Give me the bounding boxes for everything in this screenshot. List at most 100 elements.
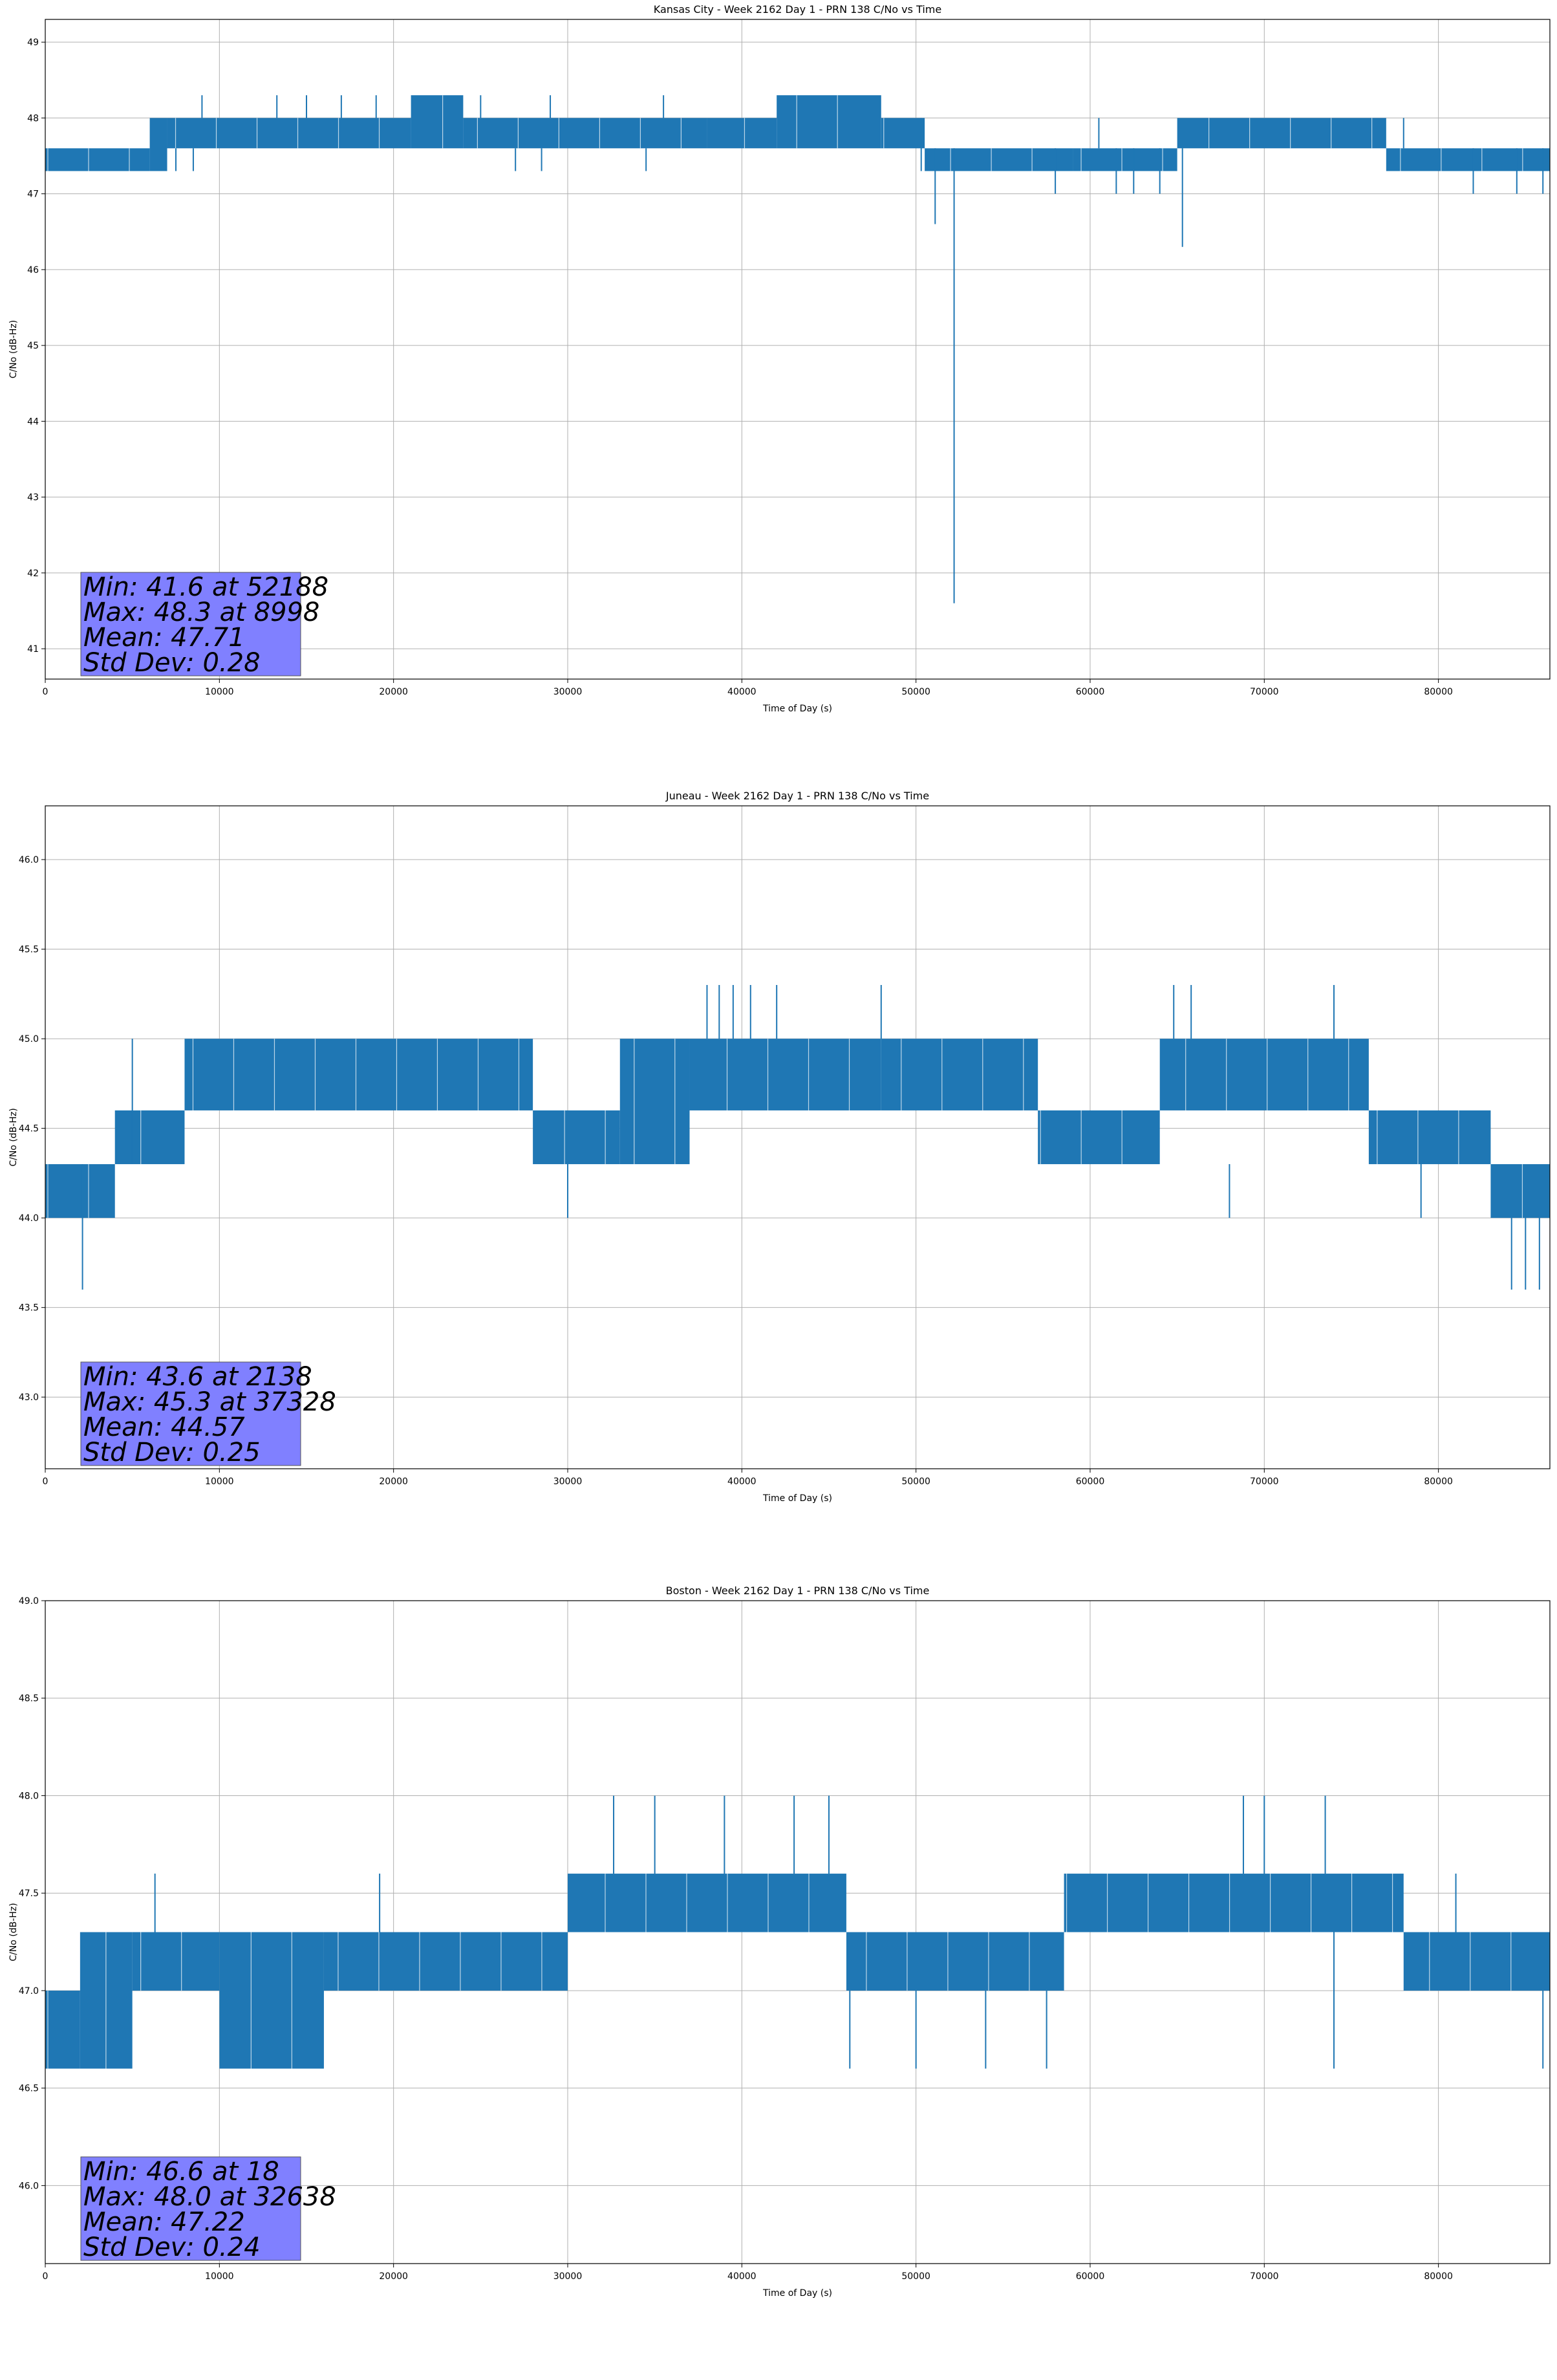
stats-text: Std Dev: 0.24	[83, 2233, 261, 2262]
chart-kansas-city: Kansas City - Week 2162 Day 1 - PRN 138 …	[8, 3, 1551, 714]
stats-text: Max: 45.3 at 37328	[83, 1387, 336, 1417]
y-tick-label: 43	[27, 493, 39, 503]
x-tick-label: 50000	[901, 687, 930, 697]
y-tick-label: 47.5	[19, 1888, 39, 1899]
x-tick-label: 10000	[205, 2271, 234, 2282]
chart-boston: Boston - Week 2162 Day 1 - PRN 138 C/No …	[8, 1585, 1551, 2299]
y-tick-label: 46.0	[19, 2181, 39, 2191]
y-tick-label: 48.5	[19, 1694, 39, 1704]
series-line	[45, 985, 1550, 1290]
stats-text: Mean: 47.22	[83, 2207, 245, 2237]
y-tick-label: 44.0	[19, 1213, 39, 1224]
x-tick-label: 70000	[1250, 1477, 1279, 1487]
plot-frame	[45, 1600, 1551, 2264]
y-axis-label: C/No (dB-Hz)	[8, 1903, 19, 1961]
data-band	[1038, 1110, 1160, 1165]
stats-text: Mean: 44.57	[83, 1412, 245, 1442]
chart-title: Juneau - Week 2162 Day 1 - PRN 138 C/No …	[665, 790, 929, 802]
x-axis-label: Time of Day (s)	[762, 1493, 832, 1504]
y-tick-label: 46	[27, 265, 39, 276]
data-band	[114, 1110, 185, 1165]
stats-box-background	[80, 2156, 301, 2261]
data-band	[1073, 148, 1177, 171]
y-tick-label: 46.0	[19, 855, 39, 865]
data-band	[846, 1932, 1064, 1991]
data-band	[184, 1039, 533, 1110]
stats-text: Max: 48.0 at 32638	[83, 2182, 336, 2212]
x-tick-label: 60000	[1076, 1477, 1105, 1487]
x-tick-label: 60000	[1076, 687, 1105, 697]
data-band	[1064, 1874, 1404, 1932]
data-band	[925, 148, 1073, 171]
x-tick-label: 0	[43, 2271, 48, 2282]
y-tick-label: 49.0	[19, 1596, 39, 1606]
series-line	[45, 95, 1550, 603]
y-axis-label: C/No (dB-Hz)	[8, 320, 19, 378]
data-band	[219, 1932, 324, 2069]
x-tick-label: 80000	[1424, 1477, 1453, 1487]
y-tick-label: 43.0	[19, 1392, 39, 1403]
data-band	[323, 1932, 568, 1991]
stats-text: Std Dev: 0.25	[83, 1438, 261, 1467]
data-band	[1403, 1932, 1550, 1991]
x-tick-label: 50000	[901, 1477, 930, 1487]
x-tick-label: 80000	[1424, 687, 1453, 697]
data-band	[149, 118, 167, 171]
data-band	[1177, 118, 1386, 149]
data-band	[132, 1932, 220, 1991]
y-tick-label: 44	[27, 416, 39, 427]
y-tick-label: 49	[27, 38, 39, 48]
stats-box-background	[80, 1361, 301, 1466]
stats-text: Mean: 47.71	[83, 623, 245, 653]
stats-text: Max: 48.3 at 8998	[83, 598, 319, 627]
data-band	[881, 1039, 1038, 1110]
y-tick-label: 48.0	[19, 1791, 39, 1801]
x-tick-label: 10000	[205, 687, 234, 697]
charts-container: Kansas City - Week 2162 Day 1 - PRN 138 …	[8, 3, 1551, 2299]
data-band	[567, 1874, 846, 1932]
data-band	[1386, 148, 1550, 171]
x-tick-label: 80000	[1424, 2271, 1453, 2282]
x-tick-label: 40000	[727, 1477, 757, 1487]
x-tick-label: 30000	[553, 687, 583, 697]
data-band	[463, 118, 707, 149]
x-tick-label: 0	[43, 1477, 48, 1487]
y-tick-label: 42	[27, 568, 39, 579]
stats-box-background	[80, 572, 301, 676]
stats-text: Min: 41.6 at 52188	[83, 572, 328, 602]
y-tick-label: 43.5	[19, 1303, 39, 1314]
stats-text: Std Dev: 0.28	[83, 648, 261, 678]
data-band	[533, 1110, 620, 1165]
x-tick-label: 20000	[379, 2271, 408, 2282]
data-band	[1490, 1164, 1550, 1218]
x-tick-label: 60000	[1076, 2271, 1105, 2282]
data-band	[881, 118, 925, 149]
y-tick-label: 45	[27, 341, 39, 351]
data-band	[411, 95, 464, 149]
series-line	[45, 1795, 1550, 2069]
x-tick-label: 70000	[1250, 2271, 1279, 2282]
y-axis-label: C/No (dB-Hz)	[8, 1108, 19, 1166]
data-band	[619, 1039, 690, 1165]
x-axis-label: Time of Day (s)	[762, 704, 832, 714]
y-tick-label: 45.5	[19, 945, 39, 955]
x-tick-label: 40000	[727, 687, 757, 697]
x-tick-label: 50000	[901, 2271, 930, 2282]
stats-text: Min: 43.6 at 2138	[83, 1362, 312, 1392]
y-tick-label: 48	[27, 113, 39, 124]
chart-juneau: Juneau - Week 2162 Day 1 - PRN 138 C/No …	[8, 790, 1551, 1504]
chart-title: Boston - Week 2162 Day 1 - PRN 138 C/No …	[666, 1585, 930, 1597]
x-tick-label: 30000	[553, 2271, 583, 2282]
data-band	[1159, 1039, 1369, 1110]
data-band	[689, 1039, 881, 1110]
x-tick-label: 70000	[1250, 687, 1279, 697]
y-tick-label: 45.0	[19, 1034, 39, 1044]
data-band	[707, 118, 777, 149]
chart-title: Kansas City - Week 2162 Day 1 - PRN 138 …	[654, 3, 941, 16]
y-tick-label: 47.0	[19, 1986, 39, 1996]
y-tick-label: 41	[27, 644, 39, 654]
data-band	[777, 95, 881, 149]
x-tick-label: 40000	[727, 2271, 757, 2282]
